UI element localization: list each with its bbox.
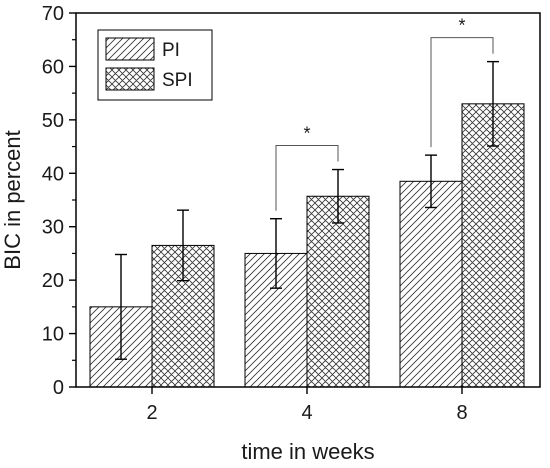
x-tick-label: 8	[456, 402, 467, 424]
bar-spi-week-4	[306, 195, 370, 388]
y-tick-label: 10	[42, 324, 64, 346]
y-axis-label: BIC in percent	[0, 130, 25, 269]
significance-bracket-week-4	[275, 145, 339, 211]
y-tick-label: 60	[42, 56, 64, 78]
bar-spi-week-8	[461, 103, 525, 388]
legend-swatch-pi	[105, 37, 155, 61]
significance-label: *	[303, 124, 310, 144]
legend-label-pi: PI	[162, 40, 180, 61]
y-tick-label: 30	[42, 217, 64, 239]
y-tick-label: 40	[42, 163, 64, 185]
y-tick-label: 0	[53, 377, 64, 399]
x-tick-label: 4	[301, 402, 312, 424]
legend-swatch-spi	[105, 67, 155, 91]
x-tick-label: 2	[146, 402, 157, 424]
significance-bracket-week-8	[430, 37, 494, 148]
bar-pi-week-8	[399, 180, 463, 388]
significance-label: *	[458, 16, 465, 36]
y-tick-label: 70	[42, 3, 64, 25]
x-axis-label: time in weeks	[241, 439, 374, 464]
y-tick-label: 50	[42, 110, 64, 132]
legend-label-spi: SPI	[162, 70, 193, 91]
y-tick-label: 20	[42, 270, 64, 292]
